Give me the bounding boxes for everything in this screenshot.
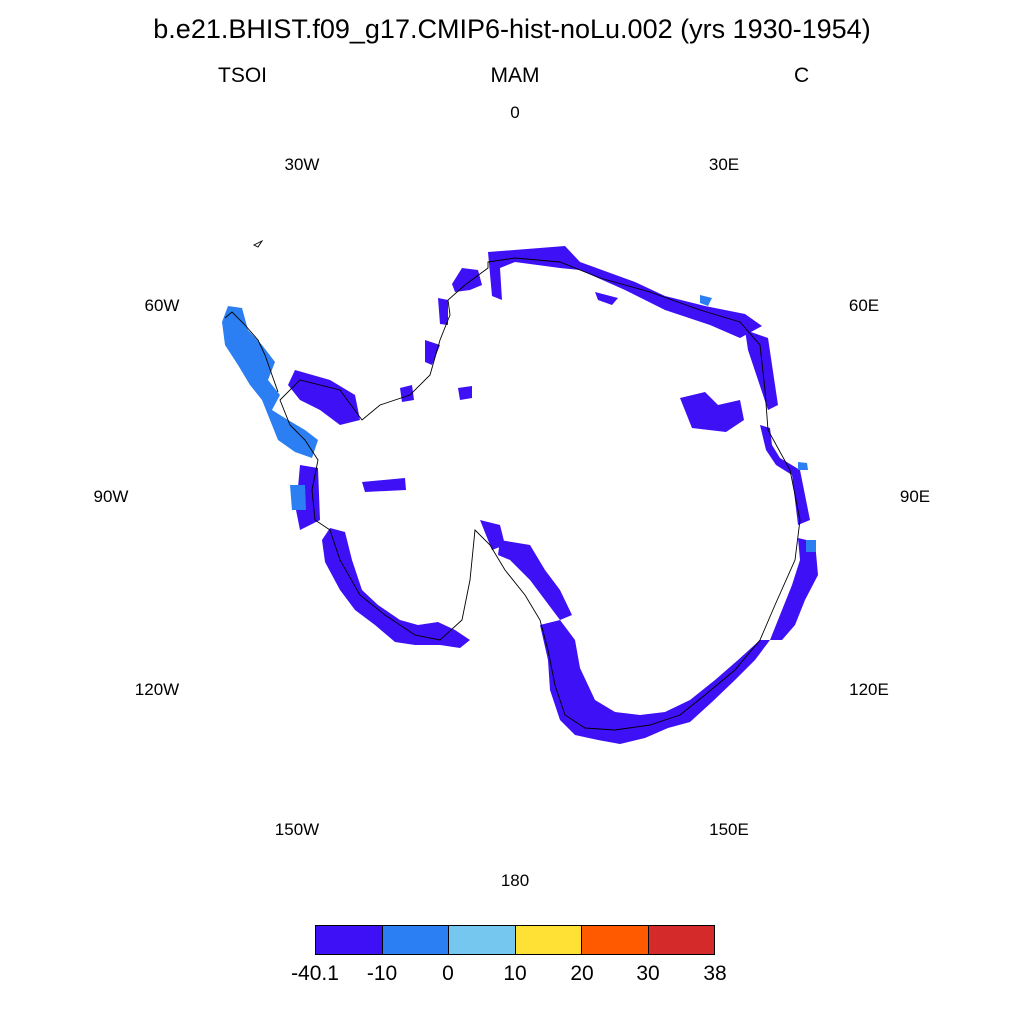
lon-label-90w: 90W bbox=[93, 487, 129, 506]
lon-label-90e: 90E bbox=[899, 487, 931, 506]
colorbar-swatch bbox=[382, 926, 449, 954]
tsoi-band-west3 bbox=[288, 370, 360, 425]
colorbar-swatch bbox=[515, 926, 582, 954]
lon-label-120w: 120W bbox=[134, 680, 180, 699]
colorbar-label: -40.1 bbox=[291, 962, 339, 985]
tsoi-band-westtop bbox=[438, 298, 448, 325]
lon-label-150e: 150E bbox=[709, 820, 749, 839]
coastline-islet bbox=[252, 239, 264, 248]
tsoi-ross-west bbox=[498, 540, 572, 620]
lon-label-180: 180 bbox=[500, 871, 530, 890]
tsoi-ross-west2 bbox=[480, 520, 505, 550]
tsoi-peninsula-2 bbox=[290, 485, 306, 510]
tsoi-inland-4 bbox=[458, 386, 472, 400]
lon-label-60e: 60E bbox=[848, 296, 880, 315]
tsoi-band-top bbox=[488, 246, 762, 338]
tsoi-band-topleft bbox=[452, 268, 482, 292]
tsoi-band-east bbox=[745, 330, 778, 410]
tsoi-peninsula bbox=[222, 306, 318, 458]
lon-label-0: 0 bbox=[510, 103, 520, 122]
tsoi-blob-east bbox=[680, 392, 744, 432]
colorbar-label: 0 bbox=[442, 962, 454, 985]
units-label: C bbox=[794, 64, 810, 87]
tsoi-band-south bbox=[540, 620, 770, 744]
colorbar-label: 10 bbox=[503, 962, 527, 985]
lon-label-150w: 150W bbox=[274, 820, 320, 839]
coastline bbox=[224, 239, 801, 731]
colorbar-label: 20 bbox=[570, 962, 594, 985]
tsoi-east-light-1 bbox=[798, 462, 808, 470]
tsoi-inland-2 bbox=[425, 340, 440, 365]
colorbar-swatch bbox=[316, 926, 383, 954]
colorbar bbox=[315, 925, 715, 955]
season-label: MAM bbox=[490, 64, 540, 87]
colorbar-swatch bbox=[582, 926, 649, 954]
tsoi-top-light bbox=[700, 295, 712, 306]
coastline-peninsula bbox=[224, 311, 279, 393]
colorbar-label: 30 bbox=[636, 962, 660, 985]
lon-label-30e: 30E bbox=[708, 155, 740, 174]
tsoi-band-west bbox=[322, 528, 470, 648]
colorbar-label: -10 bbox=[366, 962, 398, 985]
tsoi-inland-5 bbox=[595, 292, 618, 305]
colorbar-swatch bbox=[449, 926, 516, 954]
colorbar-swatch bbox=[648, 926, 714, 954]
colorbar-label: 38 bbox=[703, 962, 727, 985]
map-title: b.e21.BHIST.f09_g17.CMIP6-hist-noLu.002 … bbox=[153, 14, 871, 44]
tsoi-band-east3 bbox=[770, 538, 818, 640]
tsoi-band-east2 bbox=[760, 425, 810, 525]
lon-label-30w: 30W bbox=[284, 155, 320, 174]
lon-label-120e: 120E bbox=[849, 680, 889, 699]
variable-label: TSOI bbox=[218, 64, 268, 87]
tsoi-inland-3 bbox=[400, 385, 414, 402]
coastline-main bbox=[279, 257, 801, 731]
tsoi-east-light-2 bbox=[806, 540, 816, 552]
tsoi-inland-1 bbox=[362, 478, 406, 492]
lon-label-60w: 60W bbox=[144, 296, 180, 315]
temperature-field bbox=[222, 246, 818, 744]
